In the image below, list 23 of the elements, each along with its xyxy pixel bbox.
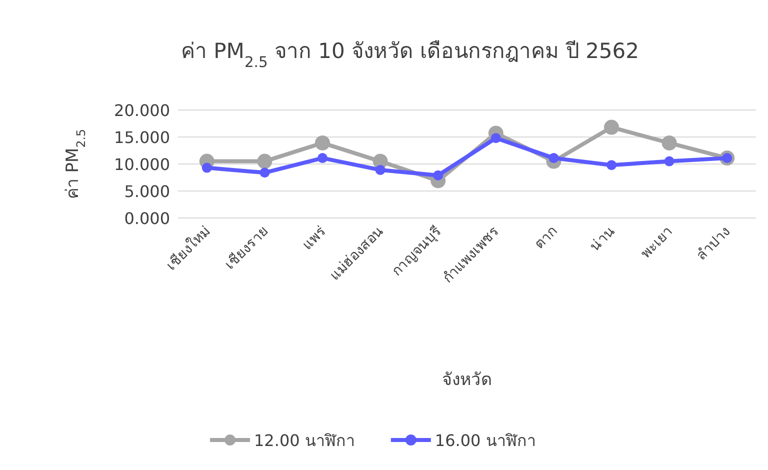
y-tick-label: 20.000 — [114, 101, 170, 120]
y-tick-label: 0.000 — [124, 209, 170, 228]
point — [315, 135, 330, 150]
point — [490, 133, 501, 144]
point — [257, 154, 272, 169]
point — [662, 135, 677, 150]
point — [375, 164, 386, 175]
legend-label: 16.00 นาฬิกา — [434, 431, 536, 450]
chart-title: ค่า PM$_{2.5}$ จาก 10 จังหวัด เดือนกรกฎาคม ปี 2562 — [180, 39, 640, 70]
point — [606, 160, 616, 170]
y-tick-label: 15.000 — [114, 128, 170, 147]
point — [260, 168, 270, 178]
point — [433, 170, 444, 180]
y-tick-label: 5.000 — [124, 182, 170, 201]
point — [604, 120, 619, 135]
x-tick-label: ตาก — [532, 224, 561, 253]
legend-label: 12.00 นาฬิกา — [254, 431, 355, 450]
x-axis-title: จังหวัด — [442, 370, 492, 390]
y-tick-label: 10.000 — [114, 155, 170, 174]
point — [202, 162, 212, 173]
point — [318, 153, 328, 164]
point — [664, 156, 674, 166]
x-tick-label: น่าน — [587, 224, 618, 255]
